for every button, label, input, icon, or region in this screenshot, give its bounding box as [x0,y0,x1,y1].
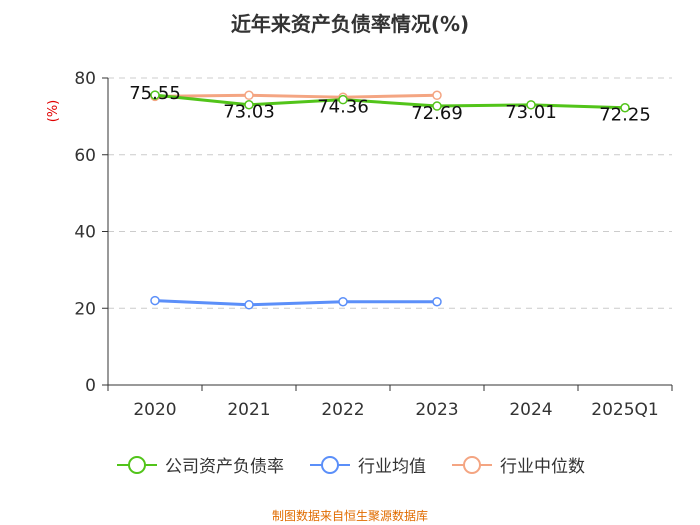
data-label: 72.69 [411,103,463,124]
series-line [154,299,437,307]
y-tick-label: 40 [74,223,96,243]
y-tick-label: 60 [74,146,96,166]
data-point [150,295,160,306]
legend-marker-icon [452,455,492,474]
data-point [432,296,442,307]
data-point [432,90,442,101]
legend-label: 行业中位数 [500,457,585,477]
data-labels: 75.55 73.03 74.36 72.69 73.01 72.25 [129,83,651,126]
x-tick-label: 2024 [509,400,552,420]
x-tick-label: 2021 [227,400,270,420]
x-tick-label: 2022 [321,400,364,420]
legend-label: 公司资产负债率 [165,457,284,477]
y-tick-label: 80 [74,69,96,89]
data-point [338,94,348,105]
chart-title: 近年来资产负债率情况(%) [230,12,470,36]
legend-item[interactable]: 行业均值 [308,452,426,477]
data-point [244,300,254,310]
legend-item[interactable]: 公司资产负债率 [115,452,284,477]
axes: 0 20 40 60 80 (%) 2020 2021 2022 2023 2024 2025Q1 [46,69,673,420]
y-tick-label: 0 [85,376,96,396]
data-point [620,102,630,113]
source-note: 制图数据来自恒生聚源数据库 [271,509,428,523]
legend-circle [128,455,146,474]
x-tick-label: 2023 [415,400,458,420]
legend-label: 行业均值 [358,457,426,477]
data-label: 74.36 [317,97,369,118]
data-label: 73.03 [223,102,275,123]
series-line [154,93,438,99]
legend-circle [463,455,481,474]
data-label: 73.01 [505,102,557,123]
x-tick-label: 2025Q1 [591,400,658,420]
data-point [150,90,160,100]
data-point [526,100,536,110]
series-line [154,93,626,110]
series [150,90,630,310]
data-point [244,90,254,101]
grid [108,77,672,309]
x-tick-label: 2020 [133,400,176,420]
data-point [338,296,348,307]
data-point [244,99,254,110]
legend-item[interactable]: 行业中位数 [450,452,585,477]
legend-circle [321,455,339,474]
data-label: 72.25 [599,105,651,126]
y-axis-label: (%) [46,100,61,123]
y-tick-label: 20 [74,299,96,319]
legend-marker-icon [117,455,157,474]
data-label: 75.55 [129,83,181,104]
data-point [432,101,442,111]
legend: 公司资产负债率 行业均值 行业中位数 [0,452,700,477]
legend-marker-icon [310,455,350,474]
